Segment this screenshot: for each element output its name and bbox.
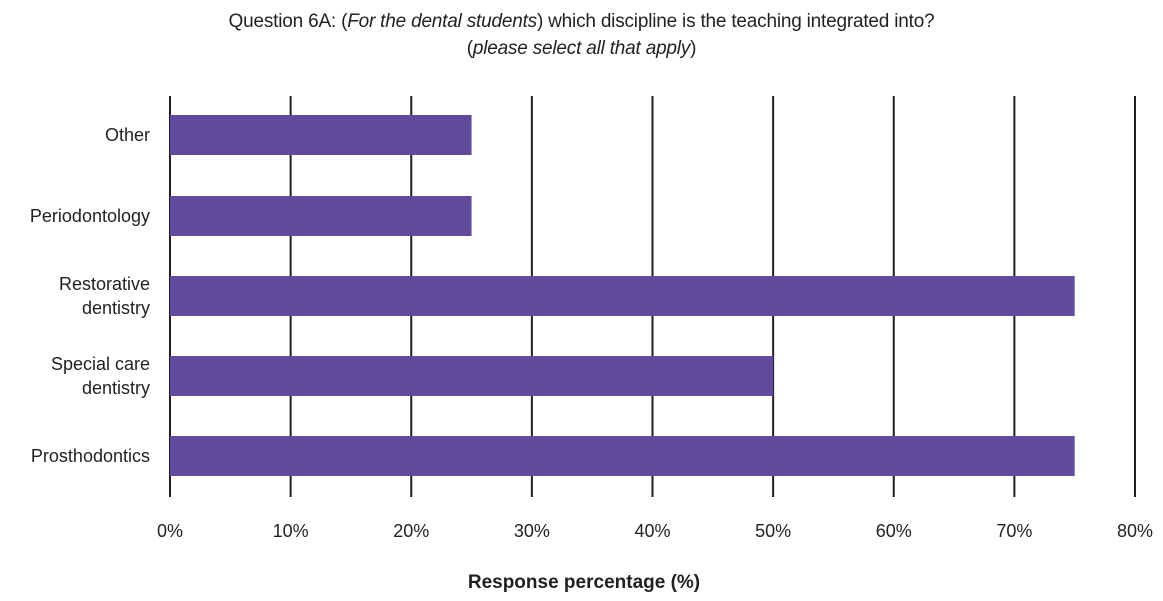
- x-tick-label: 10%: [273, 521, 309, 541]
- x-tick-label: 80%: [1117, 521, 1153, 541]
- chart-title: Question 6A: (For the dental students) w…: [0, 8, 1163, 62]
- category-label: Other: [105, 125, 150, 145]
- category-label: Special care dentistry: [51, 354, 150, 398]
- chart-subtitle-open: (: [466, 38, 473, 59]
- bar: [170, 196, 472, 236]
- category-label-line: Special care: [51, 354, 150, 374]
- bar: [170, 115, 472, 155]
- x-tick-label: 50%: [755, 521, 791, 541]
- category-label-line: dentistry: [82, 378, 150, 398]
- bars: [170, 115, 1075, 476]
- category-label-line: Restorative: [59, 274, 150, 294]
- category-label: Restorative dentistry: [59, 274, 150, 318]
- x-tick-label: 0%: [157, 521, 183, 541]
- chart-title-line-2: (please select all that apply): [0, 35, 1163, 62]
- category-label-line: Other: [105, 125, 150, 145]
- bar: [170, 276, 1075, 316]
- chart-subtitle-italic: please select all that apply: [472, 38, 691, 59]
- chart-title-italic: For the dental students: [347, 11, 537, 32]
- category-label: Periodontology: [30, 206, 150, 226]
- category-label-line: Periodontology: [30, 206, 150, 226]
- bar: [170, 356, 774, 396]
- bar: [170, 436, 1075, 476]
- chart-subtitle-close: ): [690, 38, 697, 59]
- x-tick-label: 60%: [876, 521, 912, 541]
- chart-title-line-1: Question 6A: (For the dental students) w…: [0, 8, 1163, 35]
- chart-title-prefix: Question 6A: (: [228, 11, 348, 32]
- x-tick-labels: 0% 10% 20% 30% 40% 50% 60% 70% 80%: [157, 521, 1153, 541]
- x-tick-label: 30%: [514, 521, 550, 541]
- x-tick-label: 40%: [634, 521, 670, 541]
- category-label: Prosthodontics: [31, 446, 150, 466]
- category-label-line: Prosthodontics: [31, 446, 150, 466]
- x-tick-label: 20%: [393, 521, 429, 541]
- x-tick-label: 70%: [996, 521, 1032, 541]
- chart-title-suffix: ) which discipline is the teaching integ…: [536, 11, 935, 32]
- x-axis-title: Response percentage (%): [468, 572, 700, 593]
- category-label-line: dentistry: [82, 298, 150, 318]
